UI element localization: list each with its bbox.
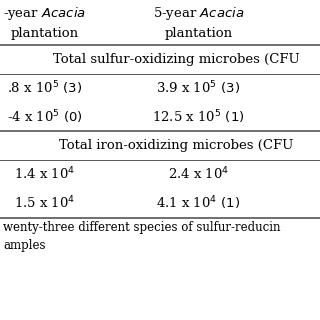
Text: Total iron-oxidizing microbes (CFU: Total iron-oxidizing microbes (CFU	[59, 139, 293, 152]
Text: 3.9 x 10$^{5}$ $\it{(3)}$: 3.9 x 10$^{5}$ $\it{(3)}$	[156, 79, 240, 97]
Text: Total sulfur-oxidizing microbes (CFU: Total sulfur-oxidizing microbes (CFU	[52, 53, 300, 66]
Text: 2.4 x 10$^{4}$: 2.4 x 10$^{4}$	[168, 166, 229, 183]
Text: -4 x 10$^{5}$ $\it{(0)}$: -4 x 10$^{5}$ $\it{(0)}$	[7, 108, 83, 126]
Text: 4.1 x 10$^{4}$ $\it{(1)}$: 4.1 x 10$^{4}$ $\it{(1)}$	[156, 194, 240, 212]
Text: .8 x 10$^{5}$ $\it{(3)}$: .8 x 10$^{5}$ $\it{(3)}$	[7, 79, 82, 97]
Text: 12.5 x 10$^{5}$ $\it{(1)}$: 12.5 x 10$^{5}$ $\it{(1)}$	[152, 108, 244, 126]
Text: 1.4 x 10$^{4}$: 1.4 x 10$^{4}$	[14, 166, 76, 183]
Text: wenty-three different species of sulfur-reducin
amples: wenty-three different species of sulfur-…	[3, 221, 281, 252]
Text: 1.5 x 10$^{4}$: 1.5 x 10$^{4}$	[14, 195, 76, 212]
Text: 5-year $\it{Acacia}$
plantation: 5-year $\it{Acacia}$ plantation	[153, 5, 244, 40]
Text: -year $\it{Acacia}$
plantation: -year $\it{Acacia}$ plantation	[3, 5, 86, 40]
